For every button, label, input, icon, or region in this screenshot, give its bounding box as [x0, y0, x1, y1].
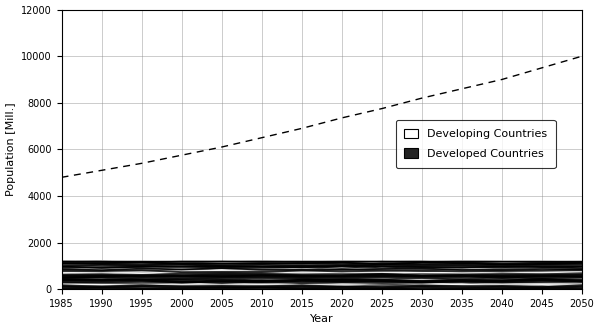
Legend: Developing Countries, Developed Countries: Developing Countries, Developed Countrie…	[395, 120, 556, 168]
Y-axis label: Population [Mill.]: Population [Mill.]	[5, 103, 16, 196]
X-axis label: Year: Year	[310, 314, 334, 324]
